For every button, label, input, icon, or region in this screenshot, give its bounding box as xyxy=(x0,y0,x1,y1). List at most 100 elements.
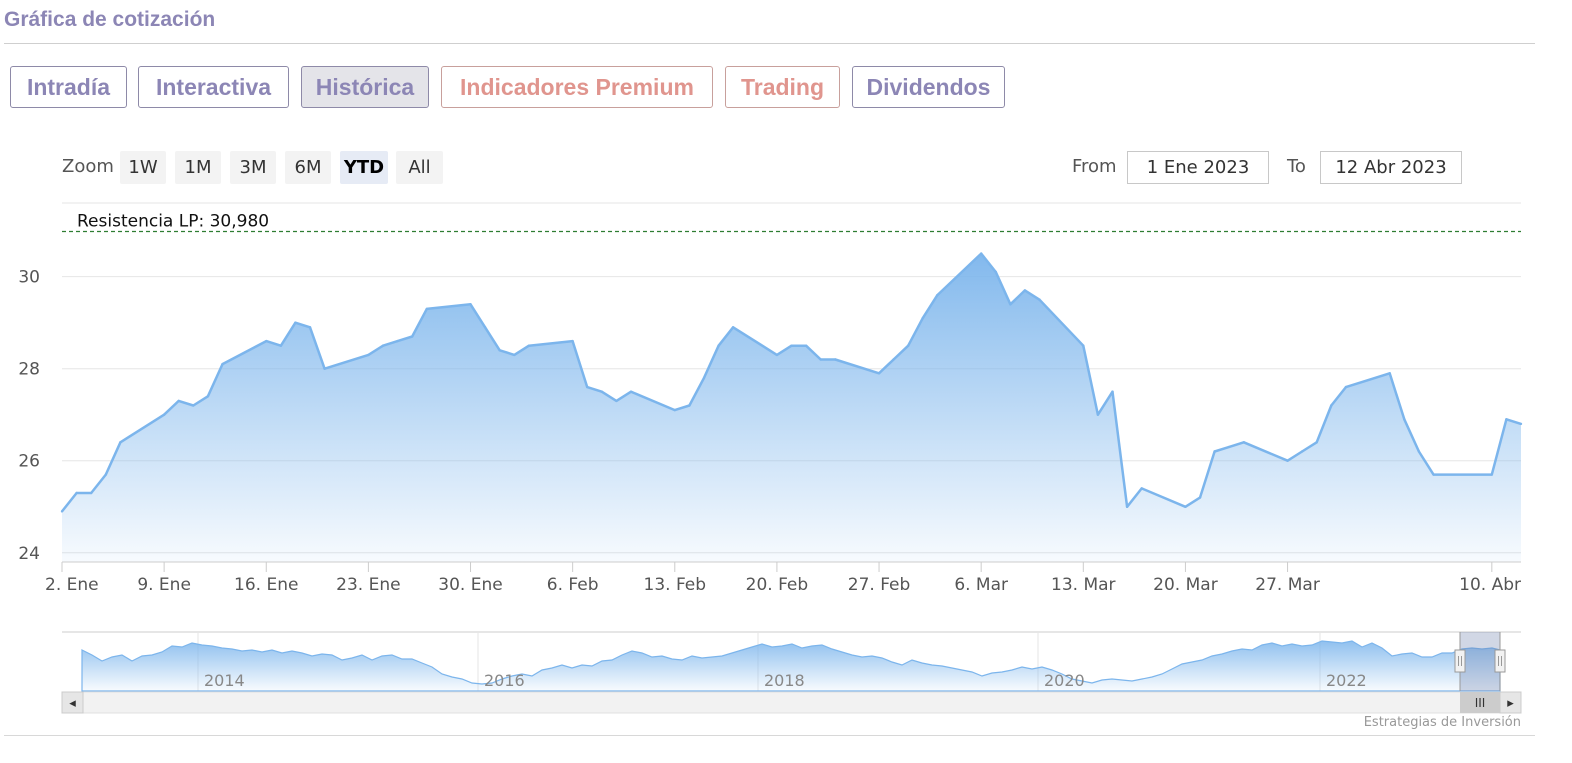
data-point xyxy=(527,344,531,347)
x-tick-label: 27. Feb xyxy=(848,575,911,595)
data-point xyxy=(600,390,603,393)
navigator-year-2016: 2016 xyxy=(484,671,525,690)
data-point xyxy=(192,404,195,407)
navigator-handle-right[interactable] xyxy=(1494,649,1506,673)
navigator-handle-left[interactable] xyxy=(1454,649,1466,673)
data-point xyxy=(469,303,472,306)
data-point xyxy=(1038,298,1041,301)
data-points xyxy=(60,252,1523,513)
chart-credits[interactable]: Estrategias de Inversión xyxy=(1363,715,1521,730)
tab-trading[interactable]: Trading xyxy=(725,66,840,108)
data-point xyxy=(615,399,618,403)
tab-intradia[interactable]: Intradía xyxy=(10,66,127,108)
data-point xyxy=(994,270,997,274)
zoom-all-button[interactable]: All xyxy=(396,151,443,184)
scrollbar-left-button[interactable] xyxy=(61,691,84,714)
chevron-left-icon: ◂ xyxy=(69,696,76,711)
y-tick-label: 30 xyxy=(18,268,40,288)
tab-indicadores-premium[interactable]: Indicadores Premium xyxy=(441,66,713,108)
data-point xyxy=(1300,450,1304,453)
data-point xyxy=(1082,344,1085,347)
price-chart: 24 26 28 30 Resistencia LP: 30,980 2. Ene 9.… xyxy=(18,202,1523,714)
page-title: Gráfica de cotización xyxy=(4,8,216,31)
data-point xyxy=(1519,422,1523,426)
y-tick-label: 24 xyxy=(18,544,40,564)
data-point xyxy=(877,372,881,375)
from-date-input[interactable]: 1 Ene 2023 xyxy=(1127,151,1269,184)
scrollbar-grip-icon: III xyxy=(1475,696,1486,710)
data-point xyxy=(1023,289,1027,292)
data-point xyxy=(60,510,64,513)
data-point xyxy=(367,353,370,357)
bottom-divider xyxy=(4,735,1535,736)
price-line xyxy=(61,252,1522,513)
data-point xyxy=(381,344,385,347)
data-point xyxy=(221,362,224,366)
chevron-right-icon: ▸ xyxy=(1507,696,1514,711)
data-point xyxy=(265,339,268,343)
data-point xyxy=(834,358,837,361)
x-tick-label: 6. Feb xyxy=(547,575,599,595)
x-tick-label: 6. Mar xyxy=(954,575,1008,595)
data-point xyxy=(1009,303,1012,306)
data-point xyxy=(1213,450,1216,453)
data-point xyxy=(90,491,93,495)
data-point xyxy=(790,344,793,347)
zoom-3m-button[interactable]: 3M xyxy=(230,151,276,184)
data-point xyxy=(411,335,414,338)
y-axis-labels: 24 26 28 30 xyxy=(18,268,40,564)
tab-historica[interactable]: Histórica xyxy=(301,66,429,108)
y-tick-label: 28 xyxy=(18,360,40,380)
zoom-ytd-button[interactable]: YTD xyxy=(340,151,388,184)
data-point xyxy=(804,344,808,347)
data-point xyxy=(980,252,983,255)
data-point xyxy=(1111,390,1114,393)
price-area xyxy=(62,253,1521,562)
data-point xyxy=(688,404,691,407)
x-tick-label: 30. Ene xyxy=(438,575,502,595)
data-point xyxy=(1505,418,1508,421)
x-axis-ticks xyxy=(61,562,1493,572)
data-point xyxy=(921,316,924,320)
data-point xyxy=(571,339,574,343)
data-point xyxy=(819,358,822,361)
data-point xyxy=(1198,496,1202,499)
y-tick-label: 26 xyxy=(18,452,40,472)
scrollbar-track[interactable] xyxy=(61,691,1522,714)
data-point xyxy=(308,326,312,329)
x-tick-label: 16. Ene xyxy=(234,575,298,595)
data-point xyxy=(673,408,676,412)
data-point xyxy=(702,376,706,380)
x-tick-label: 9. Ene xyxy=(137,575,191,595)
data-point xyxy=(1242,441,1246,444)
x-tick-label: 27. Mar xyxy=(1255,575,1320,595)
zoom-1m-button[interactable]: 1M xyxy=(175,151,221,184)
data-point xyxy=(119,441,122,444)
data-point xyxy=(731,326,735,329)
data-point xyxy=(907,344,910,347)
zoom-label: Zoom xyxy=(62,156,114,177)
data-point xyxy=(1315,441,1318,444)
data-point xyxy=(629,390,633,393)
to-date-input[interactable]: 12 Abr 2023 xyxy=(1320,151,1462,184)
tab-interactiva[interactable]: Interactiva xyxy=(138,66,289,108)
x-tick-label: 13. Mar xyxy=(1051,575,1116,595)
data-point xyxy=(892,358,895,361)
data-point xyxy=(1330,404,1333,407)
data-point xyxy=(1490,473,1494,476)
data-point xyxy=(279,344,283,347)
x-tick-label: 20. Feb xyxy=(746,575,809,595)
navigator-year-2014: 2014 xyxy=(204,671,245,690)
scrollbar-right-button[interactable] xyxy=(1499,691,1522,714)
data-point xyxy=(1184,505,1187,508)
navigator-year-2020: 2020 xyxy=(1044,671,1085,690)
tab-dividendos[interactable]: Dividendos xyxy=(852,66,1005,108)
zoom-1w-button[interactable]: 1W xyxy=(120,151,166,184)
navigator-selection[interactable] xyxy=(1460,632,1500,691)
zoom-6m-button[interactable]: 6M xyxy=(285,151,331,184)
scrollbar-thumb[interactable] xyxy=(1460,692,1500,713)
data-point xyxy=(425,307,428,311)
data-point xyxy=(936,293,939,297)
data-point xyxy=(483,326,487,329)
from-label: From xyxy=(1072,156,1117,177)
